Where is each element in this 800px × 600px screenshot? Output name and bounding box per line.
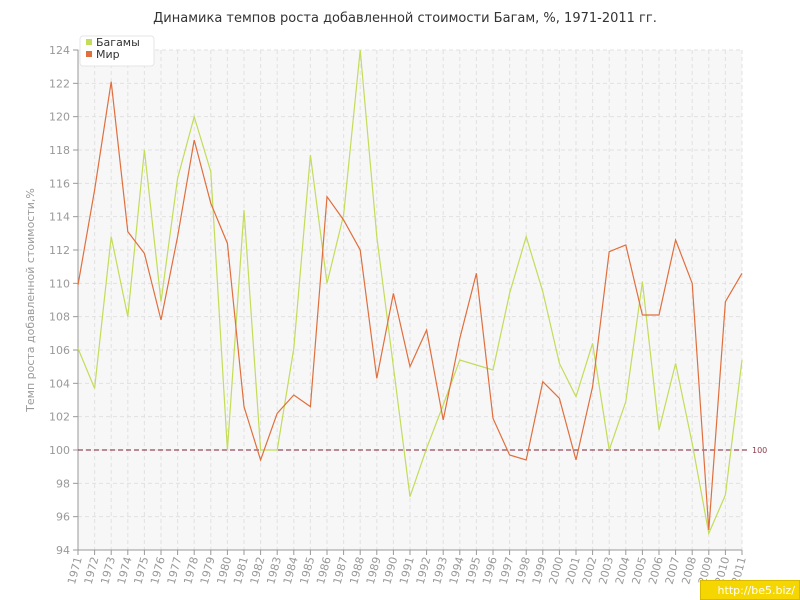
- y-tick-label: 108: [49, 311, 70, 324]
- y-tick-label: 96: [56, 511, 70, 524]
- y-tick-label: 114: [49, 211, 70, 224]
- legend-label-bahamas: Багамы: [96, 36, 140, 49]
- y-tick-label: 124: [49, 44, 70, 57]
- y-tick-label: 118: [49, 144, 70, 157]
- y-tick-label: 98: [56, 477, 70, 490]
- legend-box: [79, 35, 155, 67]
- reference-line-group: 100: [78, 446, 767, 455]
- y-tick-label: 110: [49, 277, 70, 290]
- reference-line-label: 100: [752, 446, 767, 455]
- y-tick-label: 102: [49, 411, 70, 424]
- series-line-world: [77, 81, 743, 531]
- y-tick-label: 104: [49, 377, 70, 390]
- y-tick-label: 106: [49, 344, 70, 357]
- series-group: [77, 49, 743, 536]
- legend-label-world: Мир: [96, 48, 120, 61]
- series-line-bahamas: [77, 49, 743, 536]
- legend-swatch-bahamas: [86, 39, 92, 45]
- plot-area: [78, 50, 742, 550]
- legend: Багамы Мир: [79, 35, 155, 67]
- watermark-badge: http://be5.biz/: [700, 580, 800, 600]
- y-tick-label: 94: [56, 544, 70, 557]
- legend-swatch-world: [86, 51, 92, 57]
- y-tick-label: 122: [49, 77, 70, 90]
- y-tick-label: 112: [49, 244, 70, 257]
- chart-title: Динамика темпов роста добавленной стоимо…: [153, 11, 657, 26]
- y-tick-label: 120: [49, 111, 70, 124]
- axes: 94 96 98 100 102 104 106 108 110 112 114 116 118 120 1…: [49, 44, 749, 586]
- grid: [77, 49, 743, 551]
- watermark-text: http://be5.biz/: [717, 584, 795, 597]
- y-axis-label: Темп роста добавленной стоимости,%: [24, 188, 37, 413]
- y-tick-label: 100: [49, 444, 70, 457]
- y-tick-label: 116: [49, 177, 70, 190]
